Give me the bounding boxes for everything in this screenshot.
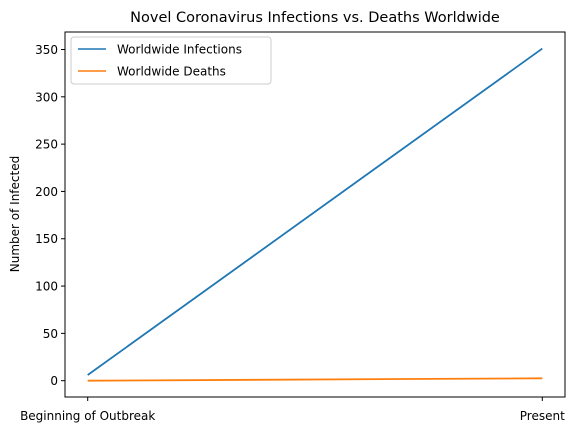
x-tick-label: Present [520,409,565,423]
y-tick-label: 100 [35,280,58,294]
legend-label-deaths: Worldwide Deaths [117,65,226,79]
y-tick-label: 250 [35,138,58,152]
y-tick-label: 200 [35,185,58,199]
y-tick-label: 50 [43,327,58,341]
x-tick-label: Beginning of Outbreak [20,409,155,423]
legend: Worldwide Infections Worldwide Deaths [70,36,272,85]
y-axis-label: Number of Infected [8,156,22,272]
legend-box [70,36,272,85]
plot-lines [87,47,543,382]
x-axis: Beginning of Outbreak Present [20,397,565,423]
chart-title: Novel Coronavirus Infections vs. Deaths … [130,10,500,26]
y-tick-label: 300 [35,90,58,104]
y-tick-label: 0 [50,374,58,388]
y-tick-label: 350 [35,43,58,57]
plot-frame [64,31,566,398]
y-tick-label: 150 [35,232,58,246]
y-axis: 0 50 100 150 200 250 300 350 [35,43,65,388]
series-line-deaths [87,377,543,382]
series-line-infections [87,47,543,376]
legend-label-infections: Worldwide Infections [117,43,242,57]
